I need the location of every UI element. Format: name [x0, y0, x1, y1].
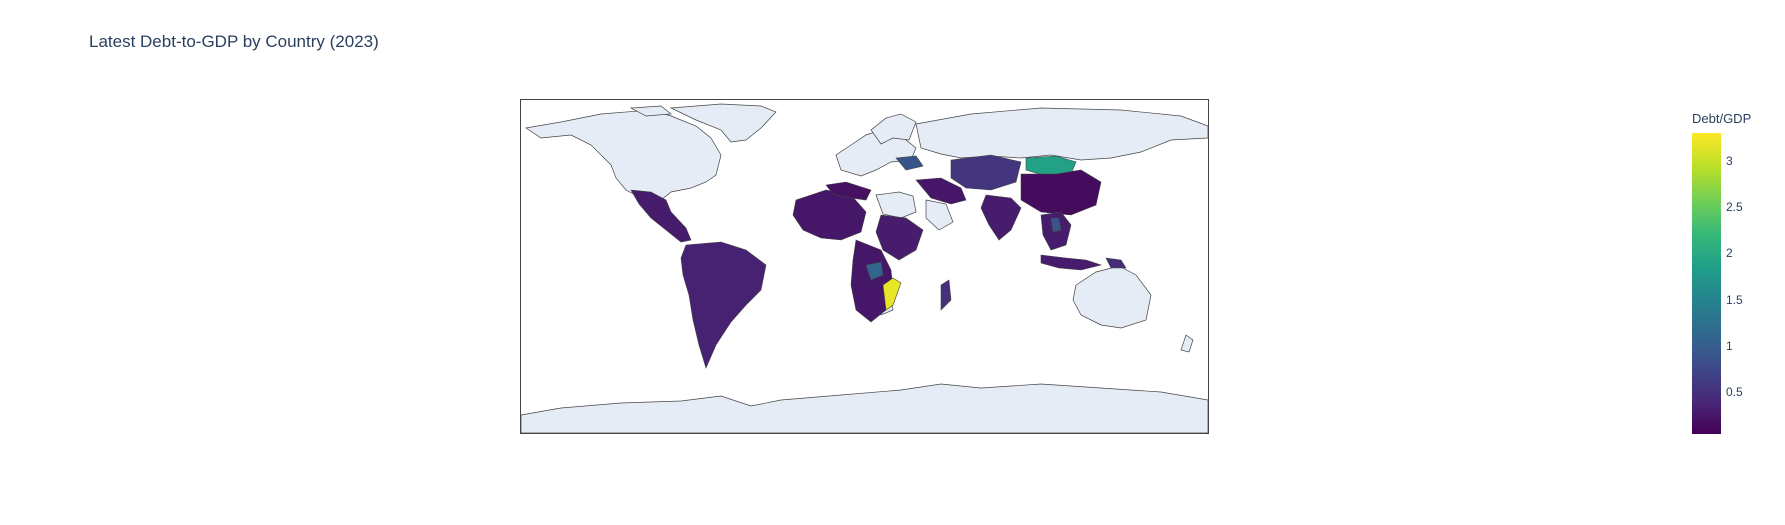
australia-land	[1072, 265, 1152, 329]
country-region-mexico-central-america[interactable]	[630, 189, 692, 243]
saudi-arabia-land	[925, 199, 954, 231]
country-region-central-asia[interactable]	[950, 154, 1022, 191]
colorbar-title: Debt/GDP	[1692, 111, 1752, 126]
country-region-papua-new-guinea[interactable]	[1105, 257, 1127, 269]
scandinavia-land	[870, 113, 917, 145]
arctic-islands-land	[629, 105, 672, 117]
chart-title: Latest Debt-to-GDP by Country (2023)	[89, 32, 379, 51]
greenland-land	[669, 103, 777, 143]
map-frame[interactable]	[520, 99, 1209, 434]
country-region-china[interactable]	[1020, 169, 1102, 216]
country-region-north-africa[interactable]	[825, 181, 872, 201]
country-region-east-africa[interactable]	[875, 214, 924, 261]
country-region-laos[interactable]	[1050, 217, 1062, 233]
north-america-land	[525, 109, 722, 201]
colorbar-tick-label: 0.5	[1726, 385, 1743, 400]
country-region-zambia-malawi[interactable]	[865, 261, 884, 281]
colorbar	[1692, 133, 1721, 434]
antarctica-land	[521, 383, 1208, 433]
country-region-mozambique[interactable]	[882, 277, 902, 311]
country-region-south-america[interactable]	[680, 241, 767, 369]
new-zealand-land	[1180, 334, 1194, 353]
country-region-middle-east[interactable]	[915, 177, 967, 205]
world-map[interactable]	[521, 100, 1208, 433]
colorbar-tick-label: 1	[1726, 339, 1733, 353]
europe-land	[835, 129, 917, 177]
country-region-southern-africa[interactable]	[850, 239, 894, 323]
libya-egypt-land	[875, 191, 917, 219]
colorbar-tick-label: 2	[1726, 246, 1733, 261]
country-region-madagascar[interactable]	[940, 279, 952, 311]
country-region-indonesia[interactable]	[1040, 254, 1103, 271]
country-region-south-asia[interactable]	[980, 194, 1022, 241]
colorbar-tick-label: 2.5	[1726, 200, 1743, 215]
russia-land	[915, 107, 1208, 161]
country-region-ukraine[interactable]	[895, 155, 924, 171]
colorbar-tick-label: 1.5	[1726, 292, 1743, 307]
colorbar-tick-label: 3	[1726, 153, 1733, 168]
